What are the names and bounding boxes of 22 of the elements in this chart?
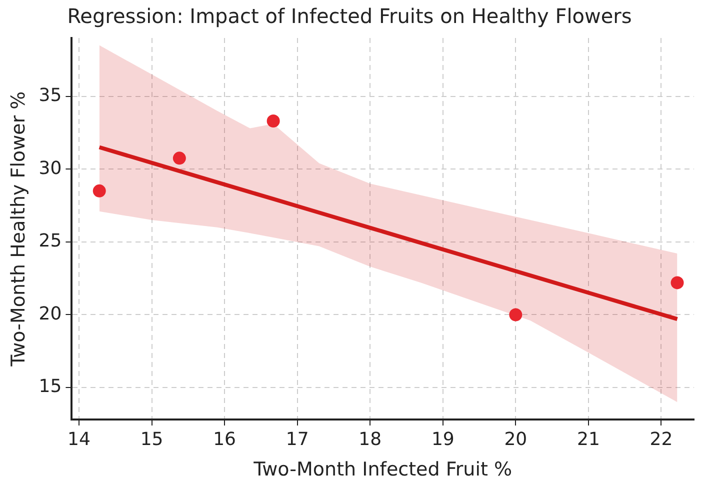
y-tick-label: 35 [38,84,62,106]
x-tick-label: 18 [358,429,382,450]
x-tick-label: 17 [286,429,309,450]
y-tick-label: 20 [38,303,62,324]
x-tick-label: 14 [68,429,90,450]
point [92,184,106,198]
x-tick-label: 21 [577,429,600,450]
x-axis-title: Two-Month Infected Fruit % [252,458,512,481]
x-tick-label: 15 [140,429,164,450]
x-tick-label: 16 [213,429,236,450]
point [509,308,522,322]
point [670,276,684,290]
chart-title: Regression: Impact of Infected Fruits on Healthy Flowers [67,4,632,28]
y-tick-label: 25 [38,230,62,252]
x-tick-label: 20 [504,429,528,450]
point [172,152,186,165]
x-tick-label: 22 [650,429,673,450]
x-tick-label: 19 [431,429,454,450]
point [266,114,280,128]
y-tick-label: 30 [38,158,62,179]
y-axis-title: Two-Month Healthy Flower % [7,91,30,368]
y-tick-label: 15 [38,376,62,398]
